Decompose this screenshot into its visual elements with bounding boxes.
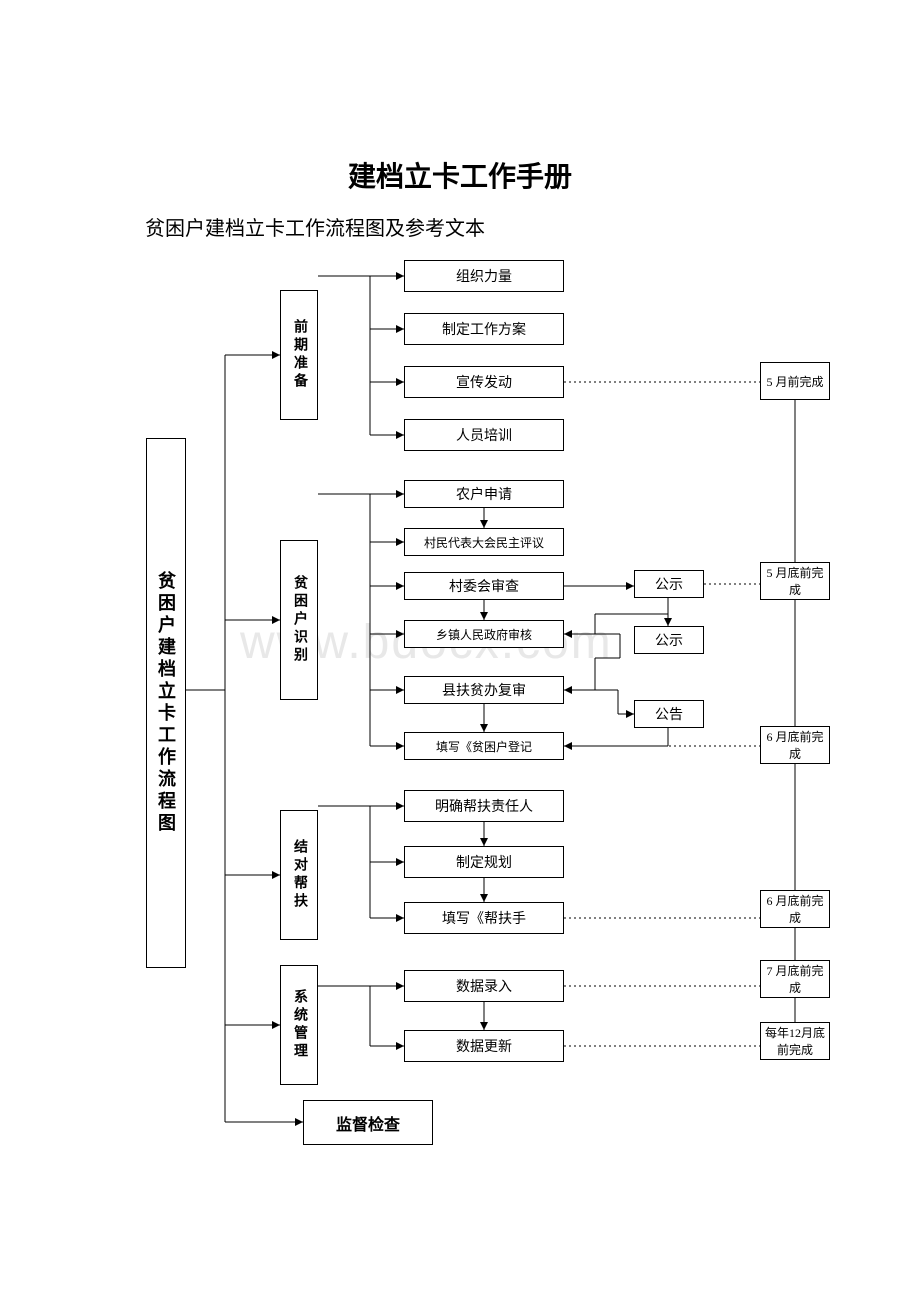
node-n9: 县扶贫办复审 <box>404 676 564 704</box>
node-n14: 数据录入 <box>404 970 564 1002</box>
subtitle: 贫困户建档立卡工作流程图及参考文本 <box>145 212 485 241</box>
node-n12: 制定规划 <box>404 846 564 878</box>
node-n13: 填写《帮扶手 <box>404 902 564 934</box>
page-title: 建档立卡工作手册 <box>0 155 920 195</box>
node-t2: 5 月底前完成 <box>760 562 830 600</box>
node-n6: 村民代表大会民主评议 <box>404 528 564 556</box>
node-phase3: 结对帮扶 <box>280 810 318 940</box>
node-n11: 明确帮扶责任人 <box>404 790 564 822</box>
node-phase2: 贫困户识别 <box>280 540 318 700</box>
node-phase1: 前期准备 <box>280 290 318 420</box>
node-pub3: 公告 <box>634 700 704 728</box>
node-t6: 每年12月底前完成 <box>760 1022 830 1060</box>
node-t4: 6 月底前完成 <box>760 890 830 928</box>
node-n15: 数据更新 <box>404 1030 564 1062</box>
node-n4: 人员培训 <box>404 419 564 451</box>
node-phase4: 系统管理 <box>280 965 318 1085</box>
node-n5: 农户申请 <box>404 480 564 508</box>
node-pub1: 公示 <box>634 570 704 598</box>
node-n10: 填写《贫困户登记 <box>404 732 564 760</box>
node-n3: 宣传发动 <box>404 366 564 398</box>
node-t5: 7 月底前完成 <box>760 960 830 998</box>
node-root: 贫困户建档立卡工作流程图 <box>146 438 186 968</box>
node-phase5: 监督检查 <box>303 1100 433 1145</box>
node-pub2: 公示 <box>634 626 704 654</box>
node-n8: 乡镇人民政府审核 <box>404 620 564 648</box>
node-n7: 村委会审查 <box>404 572 564 600</box>
node-n1: 组织力量 <box>404 260 564 292</box>
node-n2: 制定工作方案 <box>404 313 564 345</box>
node-t1: 5 月前完成 <box>760 362 830 400</box>
node-t3: 6 月底前完成 <box>760 726 830 764</box>
